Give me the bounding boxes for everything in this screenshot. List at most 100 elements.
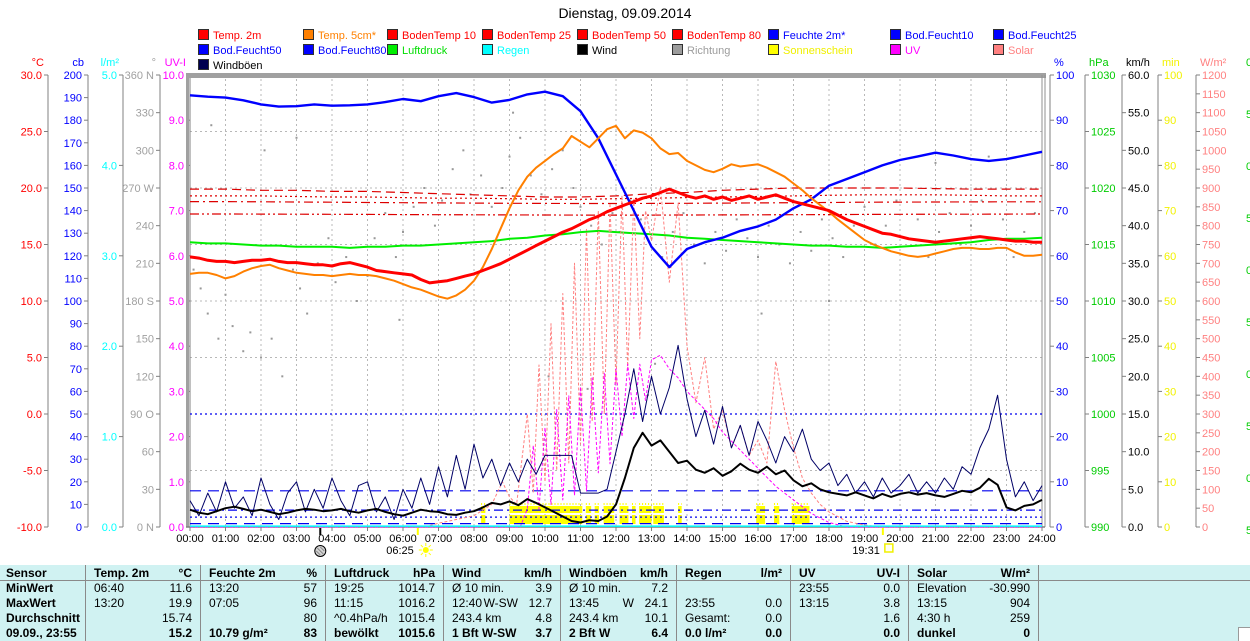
legend-label: Temp. 2m bbox=[213, 30, 262, 42]
axis-tick-label: 10.0 bbox=[21, 296, 42, 308]
series-luftdruck-line bbox=[189, 229, 1043, 249]
legend-item-luftdruck: Luftdruck bbox=[387, 44, 447, 57]
table-cell: Elevation -30.990 bbox=[917, 581, 1030, 595]
table-separator bbox=[1038, 565, 1039, 641]
clipped-axis-label: 0 bbox=[1246, 369, 1250, 381]
axis-tick-label: 60 bbox=[142, 447, 154, 459]
series-bodentemp80-line bbox=[190, 213, 1043, 216]
legend-swatch-icon bbox=[303, 29, 314, 40]
sunshine-bar bbox=[639, 515, 652, 524]
time-axis-label: 04:00 bbox=[318, 533, 346, 545]
series-wind-line bbox=[189, 431, 1043, 524]
legend-item-feuchte-2m-: Feuchte 2m* bbox=[768, 29, 845, 42]
sunshine-bar bbox=[631, 515, 636, 524]
wind-direction-dot bbox=[394, 256, 397, 259]
legend-item-temp-5cm-: Temp. 5cm* bbox=[303, 29, 376, 42]
wind-direction-dot bbox=[345, 256, 348, 259]
axis-tick-label: 25.0 bbox=[21, 127, 42, 139]
time-axis-label: 16:00 bbox=[744, 533, 772, 545]
sunshine-bar bbox=[756, 515, 766, 524]
wind-direction-dot bbox=[299, 287, 302, 290]
axis-tick-label: 650 bbox=[1202, 277, 1220, 289]
table-cell bbox=[679, 581, 788, 595]
legend-swatch-icon bbox=[303, 44, 314, 55]
time-axis-label: 14:00 bbox=[673, 533, 701, 545]
axis-tick-label: 80 bbox=[70, 341, 82, 353]
axis-tick-label: 60 bbox=[70, 386, 82, 398]
clipped-axis-label: 0 bbox=[1246, 161, 1250, 173]
axis-tick-label: 5.0 bbox=[102, 70, 117, 82]
axis-tick-label: 1150 bbox=[1202, 89, 1226, 101]
axis-tick-label: 1100 bbox=[1202, 108, 1226, 120]
table-cell: 1 Bft W-SW 3.7 bbox=[452, 626, 552, 640]
wind-direction-dot bbox=[980, 199, 983, 202]
weather-chart: 30.025.020.015.010.05.00.0-5.0-10.0°C200… bbox=[17, 57, 1250, 557]
axis-tick-label: 600 bbox=[1202, 296, 1220, 308]
axis-tick-label: 2.0 bbox=[102, 341, 117, 353]
wind-direction-dot bbox=[863, 205, 866, 208]
moon-icon-hatch bbox=[316, 547, 324, 555]
wind-direction-dot bbox=[746, 237, 749, 240]
series-uv-line bbox=[190, 354, 1042, 528]
wind-direction-dot bbox=[540, 193, 543, 196]
moon-icon-hatch bbox=[315, 550, 321, 556]
time-axis-label: 03:00 bbox=[283, 533, 311, 545]
wind-direction-dot bbox=[231, 325, 234, 328]
axis-tick-label: 100 bbox=[1164, 70, 1182, 82]
axis-tick-label: 20.0 bbox=[21, 183, 42, 195]
wind-direction-dot bbox=[1012, 256, 1015, 259]
axis-tick-label: 4.0 bbox=[102, 160, 117, 172]
wind-direction-dot bbox=[579, 205, 582, 208]
wind-direction-dot bbox=[629, 199, 632, 202]
axis-tick-label: 300 bbox=[1202, 409, 1220, 421]
axis-tick-label: 130 bbox=[64, 228, 82, 240]
wind-direction-dot bbox=[334, 281, 337, 284]
legend-swatch-icon bbox=[577, 44, 588, 55]
wind-direction-dot bbox=[852, 224, 855, 227]
sun-icon-ray bbox=[428, 552, 432, 556]
axis-tick-label: 995 bbox=[1091, 466, 1109, 478]
legend-label: Bod.Feucht50 bbox=[213, 45, 282, 57]
axis-tick-label: 30.0 bbox=[1128, 296, 1149, 308]
sunshine-bar bbox=[639, 506, 652, 513]
wind-direction-dot bbox=[654, 362, 657, 365]
wind-direction-dot bbox=[671, 230, 674, 233]
wind-direction-dot bbox=[959, 243, 962, 246]
clipped-axis-label: 0 bbox=[1246, 265, 1250, 277]
axis-tick-label: 990 bbox=[1091, 522, 1109, 534]
sun-icon-ray bbox=[420, 552, 424, 556]
wind-direction-dot bbox=[831, 237, 834, 240]
sunshine-bar bbox=[773, 506, 780, 513]
wind-direction-dot bbox=[519, 136, 522, 139]
table-cell: 23:55 0.0 bbox=[799, 581, 900, 595]
table-separator bbox=[676, 565, 677, 641]
table-cell: 11:15 1016.2 bbox=[334, 596, 435, 610]
axis-unit-label: ° bbox=[152, 57, 156, 69]
axis-tick-label: 400 bbox=[1202, 371, 1220, 383]
legend-label: Wind bbox=[592, 45, 618, 57]
wind-direction-dot bbox=[462, 149, 465, 152]
axis-tick-label: 200 bbox=[1202, 447, 1220, 459]
axis-tick-label: 70 bbox=[1164, 206, 1176, 218]
clipped-axis-label: 0 bbox=[1246, 57, 1250, 69]
legend-label: UV bbox=[905, 45, 921, 57]
table-cell: 13:20 19.9 bbox=[94, 596, 192, 610]
table-cell: 15.74 bbox=[161, 611, 192, 625]
wind-direction-dot bbox=[242, 350, 245, 353]
legend-item-bodentemp-25: BodenTemp 25 bbox=[482, 29, 571, 42]
wind-direction-dot bbox=[916, 218, 919, 221]
sunshine-bar bbox=[603, 515, 615, 524]
wind-direction-dot bbox=[590, 224, 593, 227]
table-cell: Ø 10 min. 3.9 bbox=[452, 581, 552, 595]
time-axis-label: 13:00 bbox=[638, 533, 666, 545]
wind-direction-dot bbox=[260, 356, 262, 359]
axis-tick-label: 45.0 bbox=[1128, 183, 1149, 195]
series-bodentemp10-line bbox=[190, 187, 1042, 198]
wind-direction-dot bbox=[760, 312, 763, 315]
wind-direction-dot bbox=[210, 124, 213, 127]
axis-tick-label: 9.0 bbox=[169, 115, 184, 127]
table-header-cell: Temp. 2m °C bbox=[94, 566, 192, 580]
legend-label: Bod.Feucht10 bbox=[905, 30, 974, 42]
legend-swatch-icon bbox=[890, 44, 901, 55]
legend-label: Bod.Feucht25 bbox=[1008, 30, 1077, 42]
